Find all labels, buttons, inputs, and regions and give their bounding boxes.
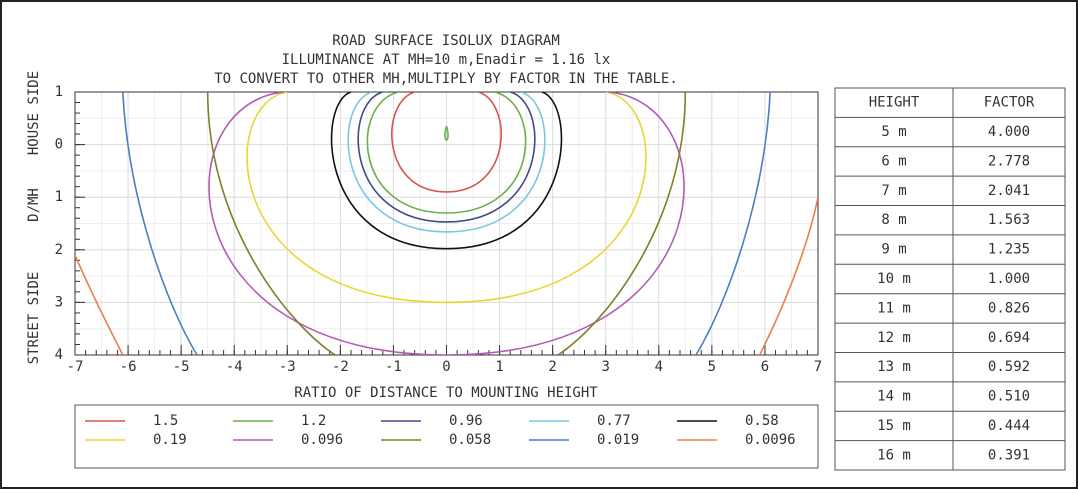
x-tick-label: -5 [173, 359, 190, 375]
table-cell: 11 m [877, 300, 911, 316]
title-line: TO CONVERT TO OTHER MH,MULTIPLY BY FACTO… [214, 71, 678, 87]
x-axis-label: RATIO OF DISTANCE TO MOUNTING HEIGHT [294, 385, 598, 401]
y-tick-label: 4 [55, 347, 63, 363]
legend-label: 0.96 [449, 413, 483, 429]
y-axis-label-part: D/MH [26, 188, 42, 222]
x-tick-label: 4 [655, 359, 663, 375]
x-tick-label: 1 [495, 359, 503, 375]
legend-label: 0.19 [153, 432, 187, 448]
contour-line [557, 92, 687, 355]
legend-box [74, 404, 819, 469]
contour-line [246, 92, 647, 304]
table-cell: 1.563 [988, 212, 1030, 228]
contour-line [366, 92, 527, 214]
table-cell: 2.041 [988, 183, 1030, 199]
table-cell: 14 m [877, 389, 911, 405]
y-tick-label: 3 [55, 294, 63, 310]
legend-label: 1.2 [301, 413, 326, 429]
contour-line [695, 92, 771, 355]
table-cell: 7 m [881, 183, 906, 199]
table-cell: 13 m [877, 359, 911, 375]
title-line: ILLUMINANCE AT MH=10 m,Enadir = 1.16 lx [282, 52, 611, 68]
y-tick-label: 1 [55, 189, 63, 205]
table-cell: 0.826 [988, 300, 1030, 316]
contour-line [444, 125, 449, 141]
x-tick-label: 7 [814, 359, 822, 375]
y-axis-label-part: STREET SIDE [26, 272, 42, 365]
x-tick-label: -4 [226, 359, 243, 375]
x-tick-label: 6 [761, 359, 769, 375]
contour-line [208, 92, 685, 355]
y-tick-label: 0 [55, 137, 63, 153]
table-header: FACTOR [984, 95, 1035, 111]
table-cell: 8 m [881, 212, 906, 228]
x-tick-label: -3 [279, 359, 296, 375]
contour-line [75, 254, 124, 355]
x-tick-label: 0 [442, 359, 450, 375]
table-cell: 1.000 [988, 271, 1030, 287]
contour-line [347, 92, 546, 233]
table-cell: 10 m [877, 271, 911, 287]
x-tick-label: -6 [120, 359, 137, 375]
table-cell: 0.391 [988, 447, 1030, 463]
table-header: HEIGHT [869, 95, 920, 111]
table-cell: 0.592 [988, 359, 1030, 375]
y-tick-label: 1 [55, 84, 63, 100]
x-tick-label: 3 [601, 359, 609, 375]
x-tick-label: -7 [67, 359, 84, 375]
legend-label: 1.5 [153, 413, 178, 429]
legend-label: 0.058 [449, 432, 491, 448]
table-cell: 15 m [877, 418, 911, 434]
table-cell: 6 m [881, 153, 906, 169]
table-cell: 0.444 [988, 418, 1030, 434]
x-tick-label: 2 [548, 359, 556, 375]
legend-label: 0.58 [745, 413, 779, 429]
title-line: ROAD SURFACE ISOLUX DIAGRAM [332, 33, 560, 49]
contour-line [391, 92, 502, 193]
table-cell: 12 m [877, 330, 911, 346]
table-cell: 1.235 [988, 242, 1030, 258]
table-cell: 5 m [881, 124, 906, 140]
table-cell: 9 m [881, 242, 906, 258]
x-tick-label: -1 [385, 359, 402, 375]
y-axis-label-part: HOUSE SIDE [26, 71, 42, 155]
table-cell: 2.778 [988, 153, 1030, 169]
contour-line [206, 92, 336, 355]
legend-label: 0.019 [597, 432, 639, 448]
contour-line [122, 92, 198, 355]
x-tick-label: 5 [708, 359, 716, 375]
table-frame [834, 87, 1066, 471]
table-cell: 0.510 [988, 389, 1030, 405]
contour-line [330, 92, 563, 250]
table-cell: 4.000 [988, 124, 1030, 140]
legend-label: 0.0096 [745, 432, 796, 448]
contour-line [357, 92, 536, 223]
table-cell: 16 m [877, 447, 911, 463]
legend-label: 0.77 [597, 413, 631, 429]
table-cell: 0.694 [988, 330, 1030, 346]
legend-label: 0.096 [301, 432, 343, 448]
y-axis-label: STREET SIDE D/MH HOUSE SIDE [26, 71, 42, 365]
y-tick-label: 2 [55, 242, 63, 258]
contour-line [758, 197, 818, 355]
x-tick-label: -2 [332, 359, 349, 375]
